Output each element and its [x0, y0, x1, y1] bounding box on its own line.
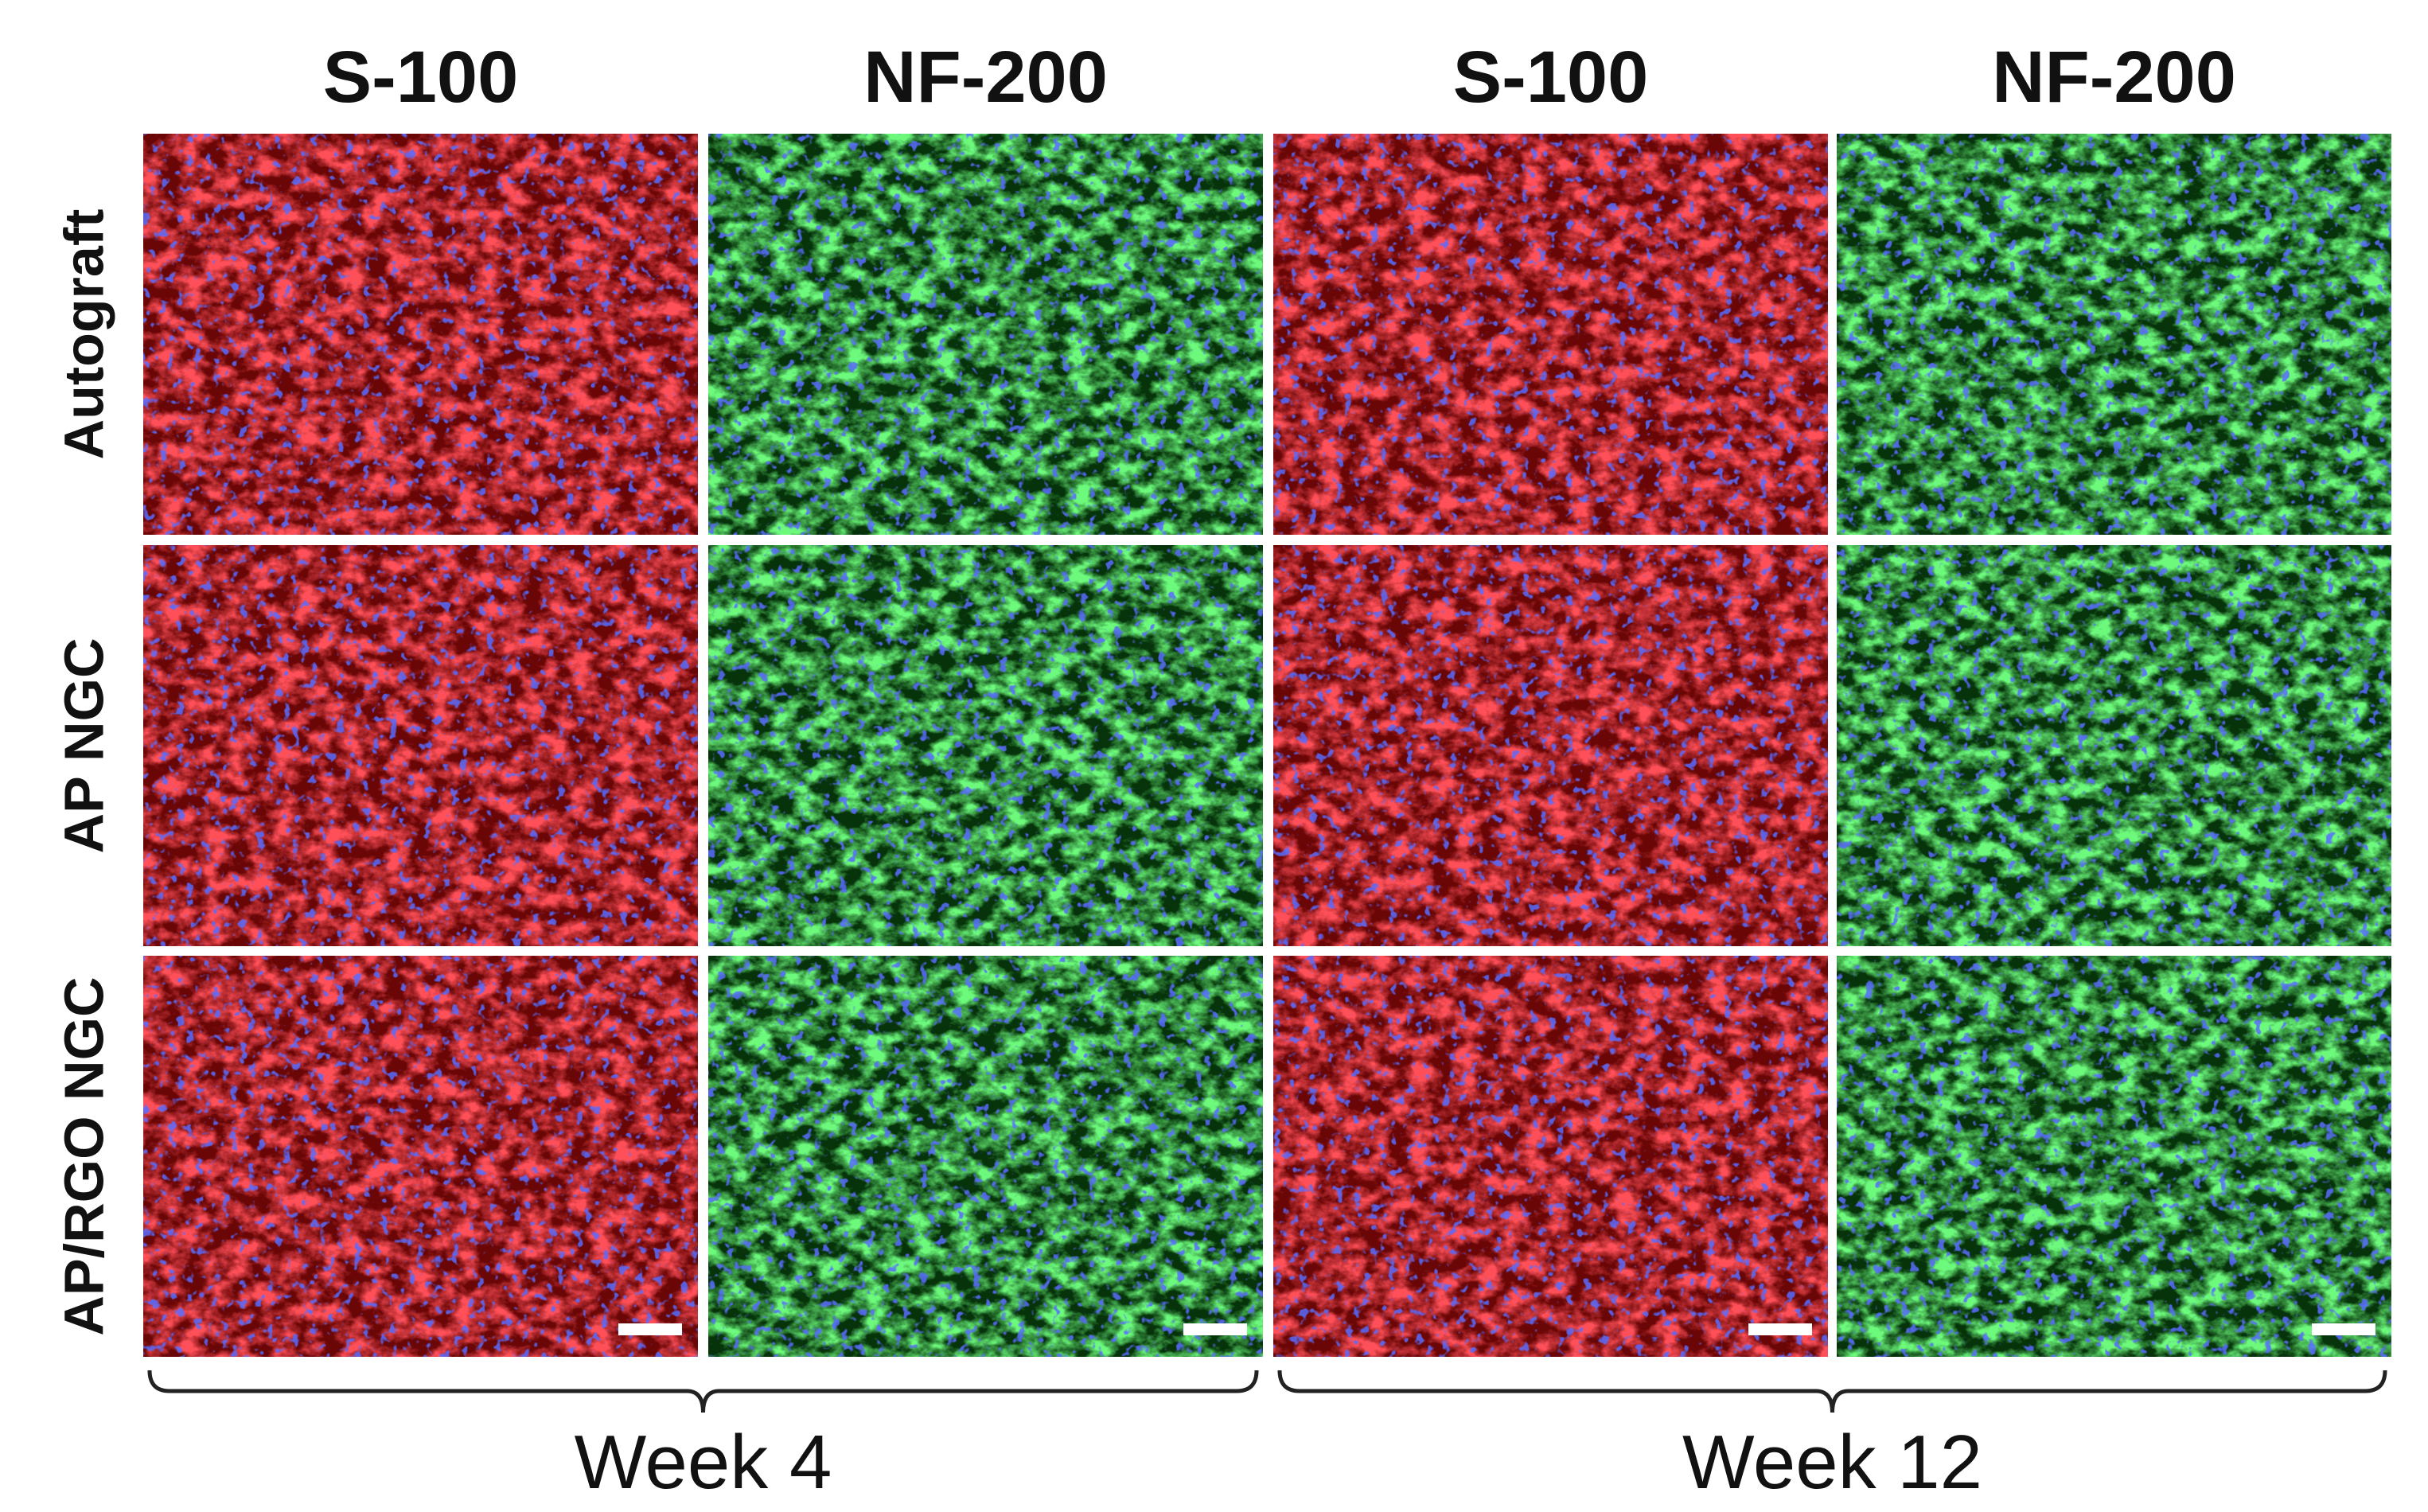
panel-nuclei: [1273, 545, 1828, 946]
column-header: NF-200: [863, 37, 1108, 118]
micrograph: [1837, 956, 2391, 1357]
panel-grid: [143, 134, 2391, 1357]
panel-nuclei: [1837, 956, 2391, 1357]
panel-nuclei: [143, 956, 698, 1357]
bracket: [1277, 1370, 2387, 1413]
micrograph: [143, 545, 698, 946]
panel-nuclei: [708, 545, 1263, 946]
group-label: Week 4: [575, 1420, 832, 1505]
column-header: NF-200: [1992, 37, 2236, 118]
micrograph: [1273, 134, 1828, 535]
panel-nuclei: [1837, 134, 2391, 535]
micrograph: [1837, 545, 2391, 946]
panel-nuclei: [708, 956, 1263, 1357]
micrograph: [708, 956, 1263, 1357]
labels: Autograft AP NGC AP/RGO NGC S-100 NF-200 S-10…: [53, 37, 2387, 1505]
scale-bar: [1183, 1323, 1247, 1335]
column-header: S-100: [1453, 37, 1649, 118]
bracket: [147, 1370, 1259, 1413]
panel-nuclei: [1837, 545, 2391, 946]
row-label: AP/RGO NGC: [53, 976, 115, 1335]
group-label: Week 12: [1682, 1420, 1982, 1505]
panel-nuclei: [708, 134, 1263, 535]
panel-nuclei: [1273, 134, 1828, 535]
panel-nuclei: [143, 134, 698, 535]
micrograph: [143, 134, 698, 535]
micrograph: [143, 956, 698, 1357]
scale-bar: [2312, 1323, 2375, 1335]
panel-nuclei: [1273, 956, 1828, 1357]
micrograph: [1273, 545, 1828, 946]
panel-nuclei: [143, 545, 698, 946]
micrograph: [708, 545, 1263, 946]
row-label: Autograft: [53, 209, 115, 460]
row-label: AP NGC: [53, 638, 115, 854]
micrograph: [1273, 956, 1828, 1357]
scale-bar: [618, 1323, 682, 1335]
micrograph: [708, 134, 1263, 535]
scale-bar: [1748, 1323, 1812, 1335]
column-header: S-100: [323, 37, 519, 118]
micrograph: [1837, 134, 2391, 535]
